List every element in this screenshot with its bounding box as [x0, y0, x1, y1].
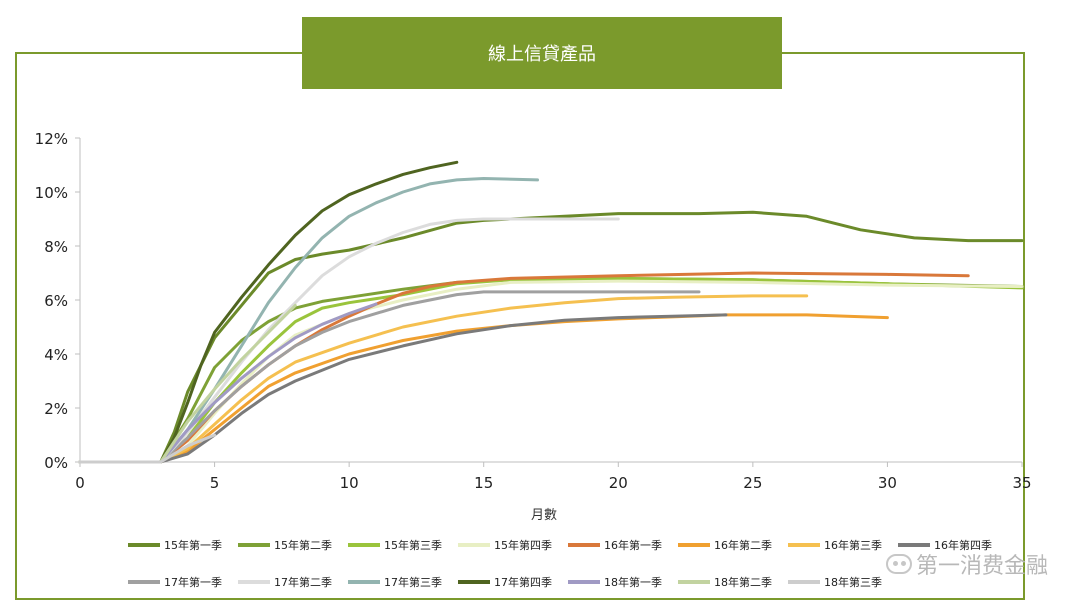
- chart-title: 線上信貸產品: [488, 44, 596, 65]
- series-line-17年第四季: [78, 160, 459, 464]
- chart-title-banner: 線上信貸產品: [302, 17, 782, 89]
- legend-label: 15年第四季: [494, 538, 552, 552]
- legend-item: 15年第二季: [238, 538, 332, 552]
- series-line-17年第二季: [78, 217, 620, 464]
- x-tick-label: 10: [340, 474, 359, 492]
- x-tick-label: 20: [609, 474, 628, 492]
- legend-label: 15年第三季: [384, 538, 442, 552]
- legend-label: 16年第一季: [604, 538, 662, 552]
- y-tick-label: 2%: [44, 400, 68, 418]
- legend-item: 15年第三季: [348, 538, 442, 552]
- legend-item: 16年第四季: [898, 538, 992, 552]
- legend-item: 18年第三季: [788, 575, 882, 589]
- watermark-text: 第一消费金融: [915, 554, 1048, 579]
- x-axis-label: 月數: [531, 508, 557, 523]
- legend-item: 17年第三季: [348, 575, 442, 589]
- legend-label: 16年第三季: [824, 538, 882, 552]
- series-line-18年第一季: [78, 302, 378, 464]
- x-tick-label: 30: [878, 474, 897, 492]
- series-line-15年第二季: [78, 276, 1024, 464]
- legend-item: 17年第一季: [128, 575, 222, 589]
- series-line-15年第三季: [78, 276, 1024, 464]
- legend: 15年第一季 15年第二季 15年第三季 15年第四季 16年第一季 16年第二季 16年第…: [128, 538, 992, 589]
- y-tick-label: 10%: [35, 184, 68, 202]
- series-line-17年第一季: [78, 290, 701, 464]
- series-line-16年第三季: [78, 294, 809, 464]
- legend-item: 16年第一季: [568, 538, 662, 552]
- legend-item: 18年第二季: [678, 575, 772, 589]
- y-tick-label: 4%: [44, 346, 68, 364]
- legend-label: 16年第四季: [934, 538, 992, 552]
- legend-label: 16年第二季: [714, 538, 772, 552]
- watermark: 第一消费金融: [885, 548, 1048, 580]
- y-tick-label: 8%: [44, 238, 68, 256]
- series-line-17年第三季: [78, 177, 539, 464]
- x-tick-label: 15: [474, 474, 493, 492]
- axes: 0% 2% 4% 6% 8% 10% 12% 0 5 10 15 20 25 30 35: [35, 130, 1032, 492]
- x-tick-label: 35: [1012, 474, 1031, 492]
- legend-item: 17年第四季: [458, 575, 552, 589]
- legend-label: 17年第四季: [494, 575, 552, 589]
- x-tick-label: 0: [75, 474, 85, 492]
- x-tick-label: 5: [210, 474, 220, 492]
- legend-item: 17年第二季: [238, 575, 332, 589]
- legend-item: 18年第一季: [568, 575, 662, 589]
- legend-label: 15年第一季: [164, 538, 222, 552]
- legend-item: 15年第四季: [458, 538, 552, 552]
- legend-label: 18年第三季: [824, 575, 882, 589]
- legend-item: 15年第一季: [128, 538, 222, 552]
- wechat-icon: [885, 554, 912, 574]
- legend-label: 17年第一季: [164, 575, 222, 589]
- series-lines: [78, 160, 1024, 464]
- legend-item: 16年第二季: [678, 538, 772, 552]
- y-tick-label: 0%: [44, 454, 68, 472]
- y-tick-label: 12%: [35, 130, 68, 148]
- series-line-18年第三季: [78, 433, 217, 464]
- legend-item: 16年第三季: [788, 538, 882, 552]
- legend-label: 15年第二季: [274, 538, 332, 552]
- legend-label: 18年第一季: [604, 575, 662, 589]
- series-line-15年第四季: [78, 279, 1024, 464]
- legend-label: 17年第二季: [274, 575, 332, 589]
- y-tick-label: 6%: [44, 292, 68, 310]
- legend-label: 18年第二季: [714, 575, 772, 589]
- series-line-16年第四季: [78, 313, 728, 464]
- x-tick-label: 25: [743, 474, 762, 492]
- legend-label: 17年第三季: [384, 575, 442, 589]
